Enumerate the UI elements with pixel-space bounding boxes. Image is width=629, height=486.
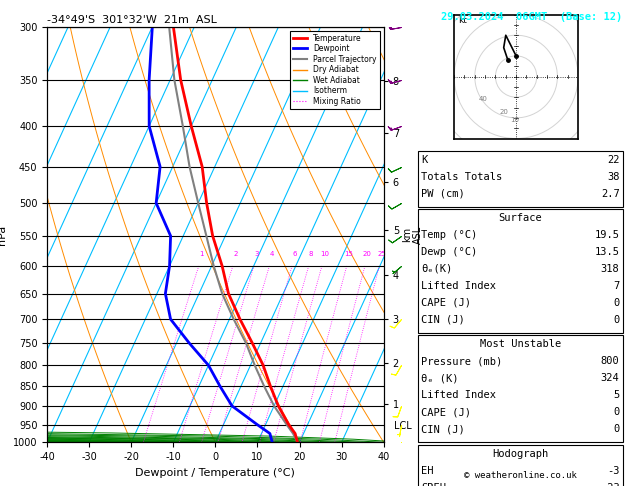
Text: K: K (421, 155, 428, 165)
Text: Pressure (mb): Pressure (mb) (421, 356, 503, 366)
Text: 13.5: 13.5 (594, 247, 620, 257)
X-axis label: Dewpoint / Temperature (°C): Dewpoint / Temperature (°C) (135, 468, 296, 478)
Text: CIN (J): CIN (J) (421, 424, 465, 434)
Text: © weatheronline.co.uk: © weatheronline.co.uk (464, 471, 577, 480)
Text: Lifted Index: Lifted Index (421, 281, 496, 291)
Text: Lifted Index: Lifted Index (421, 390, 496, 400)
Text: 4: 4 (270, 251, 274, 257)
Text: 25: 25 (377, 251, 386, 257)
Text: EH: EH (421, 466, 434, 476)
Text: CIN (J): CIN (J) (421, 315, 465, 325)
Text: 0: 0 (613, 424, 620, 434)
Text: CAPE (J): CAPE (J) (421, 407, 471, 417)
Text: PW (cm): PW (cm) (421, 189, 465, 199)
Text: Hodograph: Hodograph (493, 449, 548, 459)
Text: LCL: LCL (394, 421, 411, 432)
Text: 38: 38 (607, 172, 620, 182)
Text: 20: 20 (363, 251, 372, 257)
Text: Surface: Surface (499, 213, 542, 223)
Text: -3: -3 (607, 466, 620, 476)
Text: 0: 0 (613, 298, 620, 308)
Text: 15: 15 (345, 251, 353, 257)
Text: 2.7: 2.7 (601, 189, 620, 199)
Text: 20: 20 (499, 109, 508, 115)
Y-axis label: km
ASL: km ASL (402, 226, 423, 243)
Text: -34°49'S  301°32'W  21m  ASL: -34°49'S 301°32'W 21m ASL (47, 15, 217, 25)
Text: Most Unstable: Most Unstable (480, 339, 561, 349)
Text: 7: 7 (613, 281, 620, 291)
Text: Totals Totals: Totals Totals (421, 172, 503, 182)
Text: 40: 40 (479, 96, 488, 103)
Y-axis label: hPa: hPa (0, 225, 8, 244)
Text: 6: 6 (292, 251, 297, 257)
Text: 318: 318 (601, 264, 620, 274)
Text: 1: 1 (199, 251, 204, 257)
Text: Dewp (°C): Dewp (°C) (421, 247, 477, 257)
Text: θₑ (K): θₑ (K) (421, 373, 459, 383)
Text: 29.03.2024  06GMT  (Base: 12): 29.03.2024 06GMT (Base: 12) (441, 12, 622, 22)
Text: 10: 10 (320, 251, 329, 257)
Text: SREH: SREH (421, 483, 447, 486)
Text: 2: 2 (233, 251, 238, 257)
Text: 0: 0 (613, 315, 620, 325)
Text: 22: 22 (607, 155, 620, 165)
Text: 10: 10 (510, 117, 519, 123)
Legend: Temperature, Dewpoint, Parcel Trajectory, Dry Adiabat, Wet Adiabat, Isotherm, Mi: Temperature, Dewpoint, Parcel Trajectory… (291, 31, 380, 109)
Text: kt: kt (459, 16, 467, 25)
Text: θₑ(K): θₑ(K) (421, 264, 453, 274)
Text: 5: 5 (613, 390, 620, 400)
Text: -23: -23 (601, 483, 620, 486)
Text: 8: 8 (309, 251, 313, 257)
Text: CAPE (J): CAPE (J) (421, 298, 471, 308)
Text: 3: 3 (254, 251, 259, 257)
Text: 800: 800 (601, 356, 620, 366)
Text: 0: 0 (613, 407, 620, 417)
Text: 324: 324 (601, 373, 620, 383)
Text: Temp (°C): Temp (°C) (421, 230, 477, 240)
Text: 19.5: 19.5 (594, 230, 620, 240)
